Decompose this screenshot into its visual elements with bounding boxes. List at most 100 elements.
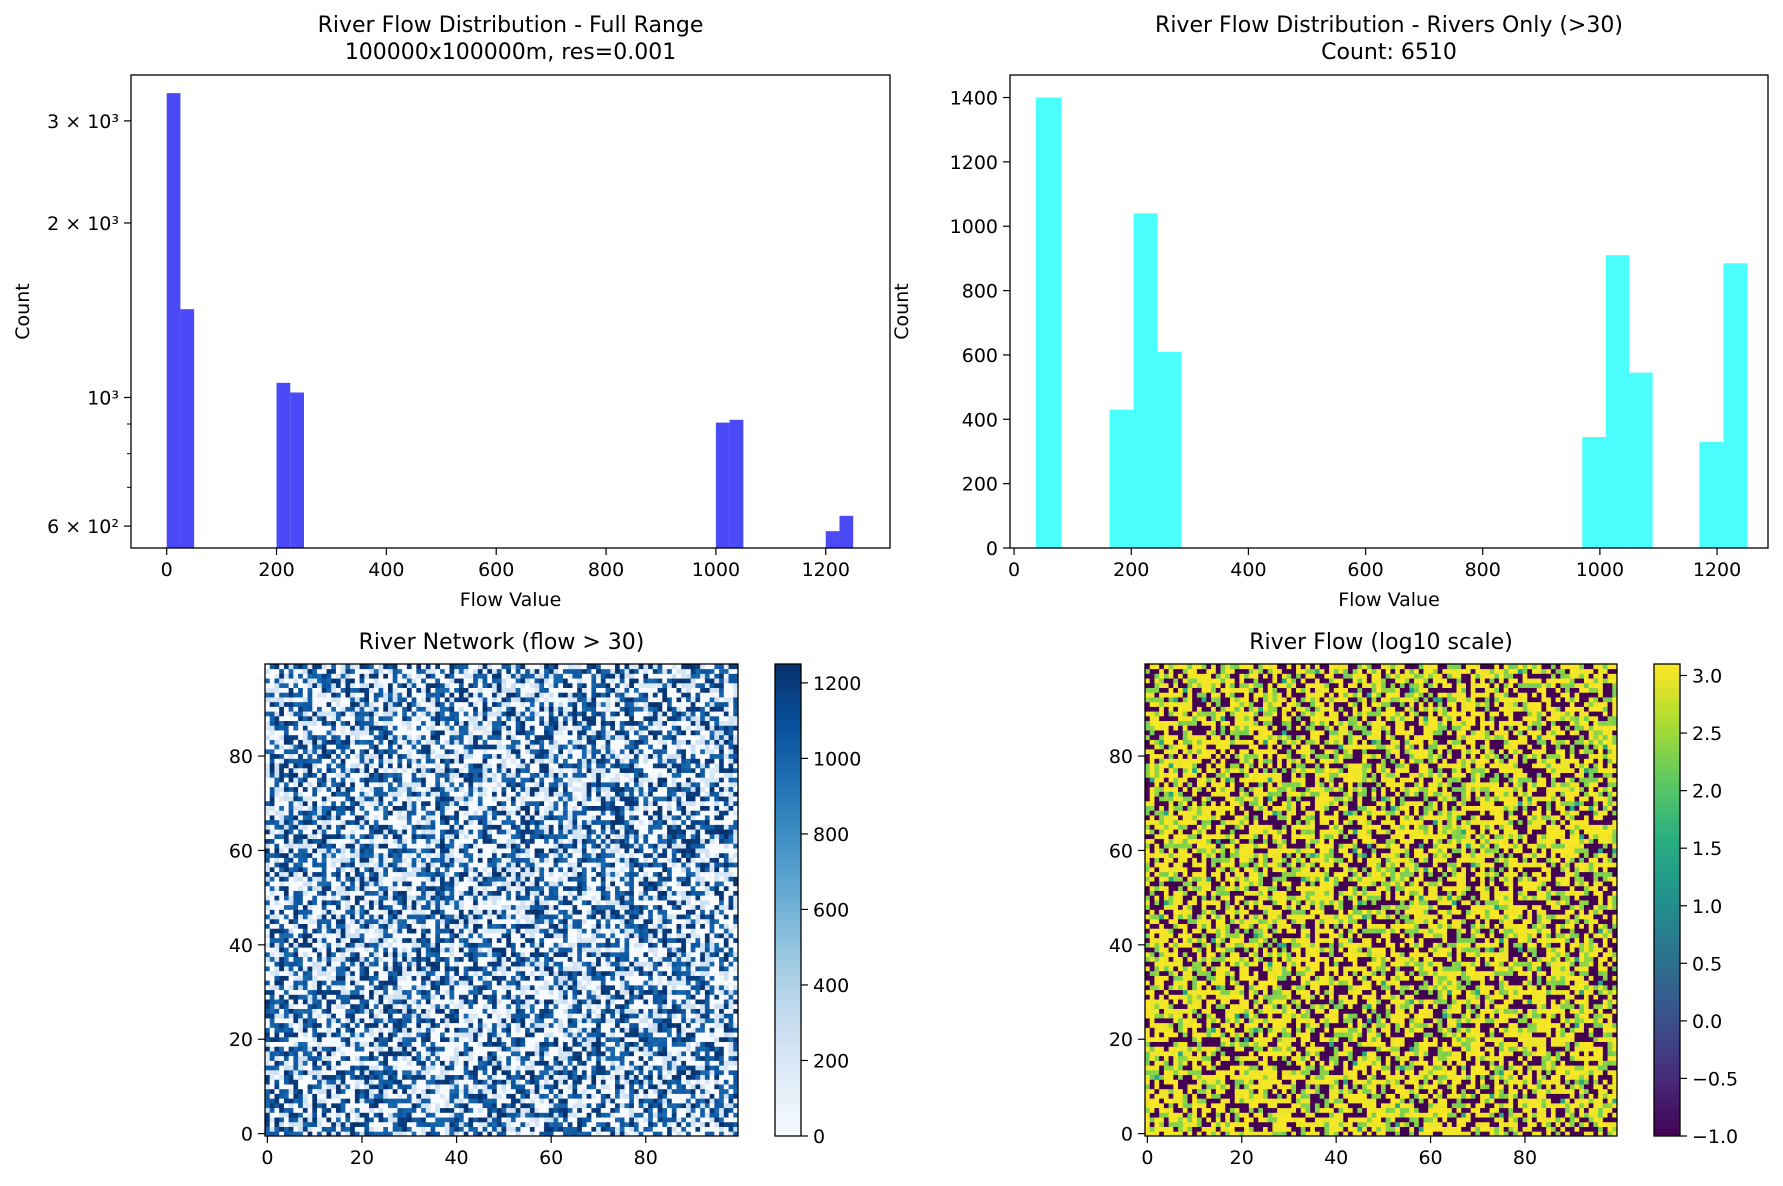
y-tick-label: 10³ [87,387,119,409]
heatmap-cell [600,937,606,943]
heatmap-cell [406,975,413,981]
heatmap-cell [733,1098,739,1104]
heatmap-cell [652,1022,658,1028]
heatmap-cell [506,1036,512,1042]
heatmap-cell [558,951,564,958]
heatmap-cell [473,984,479,991]
heatmap-cell [515,1088,521,1094]
heatmap-cell [444,1069,450,1076]
heatmap-cell [714,1069,720,1076]
heatmap-cell [700,1084,706,1090]
heatmap-cell [700,947,706,953]
heatmap-cell [657,975,663,981]
heatmap-cell [406,989,413,995]
heatmap-cell [265,1074,271,1080]
heatmap-cell [269,980,275,986]
heatmap-cell [723,1074,729,1080]
heatmap-cell [283,961,290,967]
heatmap-cell [681,970,687,976]
heatmap-cell [487,1074,493,1080]
heatmap-cell [298,1074,304,1080]
heatmap-cell [723,1093,729,1099]
heatmap-cell [586,1079,592,1085]
heatmap-cell [572,1060,578,1066]
heatmap-cell [340,966,346,972]
heatmap-cell [307,1065,313,1071]
heatmap-cell [335,923,342,929]
heatmap-cell [302,1102,308,1109]
heatmap-cell [520,909,526,915]
heatmap-cell [676,937,682,943]
heatmap-cell [600,1084,606,1090]
heatmap-cell [369,1065,375,1071]
heatmap-cell [638,1093,644,1099]
heatmap-cell [435,1003,441,1009]
heatmap-cell [383,1112,389,1118]
heatmap-cell [383,914,389,920]
heatmap-cell [572,984,578,991]
heatmap-cell [676,1008,682,1014]
heatmap-cell [619,1032,625,1038]
heatmap-cell [662,904,668,910]
heatmap-cell [548,923,554,929]
heatmap-cell [539,1112,545,1118]
heatmap-cell [454,923,460,929]
heatmap-cell [695,975,701,981]
heatmap-cell [354,923,360,929]
heatmap-cell [331,970,337,976]
heatmap-cell [629,1079,635,1085]
heatmap-cell [577,1022,583,1028]
heatmap-cell [700,1107,706,1113]
heatmap-cell [444,984,450,991]
heatmap-cell [345,933,351,939]
heatmap-cell [269,994,275,1000]
heatmap-cell [487,1121,493,1127]
heatmap-cell [610,980,616,986]
heatmap-cell [298,1051,304,1057]
heatmap-cell [629,1074,635,1080]
heatmap-cell [364,1112,370,1118]
heatmap-cell [387,975,394,981]
heatmap-cell [558,1060,564,1066]
heatmap-cell [449,923,455,929]
heatmap-cell [492,947,498,953]
heatmap-cell [652,1084,658,1090]
heatmap-cell [515,1041,521,1047]
heatmap-cell [520,961,526,967]
heatmap-cell [638,1055,644,1061]
heatmap-cell [704,937,711,943]
heatmap-cell [520,1069,526,1076]
heatmap-cell [619,1027,625,1033]
heatmap-cell [383,933,389,939]
heatmap-cell [458,994,465,1000]
heatmap-cell [671,1112,677,1118]
heatmap-cell [690,1121,696,1127]
heatmap-cell [629,1022,635,1028]
heatmap-cell [383,1018,389,1024]
heatmap-cell [671,1046,677,1052]
heatmap-cell [619,942,625,948]
heatmap-cell [269,1121,275,1127]
heatmap-cell [529,947,536,953]
heatmap-cell [312,966,318,972]
heatmap-cell [449,961,455,967]
heatmap-cell [331,1079,337,1085]
heatmap-cell [662,984,668,991]
heatmap-cell [378,1018,384,1024]
heatmap-cell [416,1041,422,1047]
heatmap-cell [667,989,673,995]
heatmap-cell [690,1041,696,1047]
heatmap-cell [719,999,725,1005]
heatmap-cell [317,937,323,943]
heatmap-cell [643,1065,649,1071]
heatmap-cell [501,937,507,943]
heatmap-cell [581,1003,588,1009]
heatmap-cell [667,984,673,991]
heatmap-cell [643,1069,649,1076]
heatmap-cell [331,1121,337,1127]
heatmap-cell [548,1036,554,1042]
heatmap-cell [406,966,413,972]
heatmap-cell [383,1102,389,1109]
heatmap-cell [496,1065,502,1071]
heatmap-cell [624,1060,630,1066]
